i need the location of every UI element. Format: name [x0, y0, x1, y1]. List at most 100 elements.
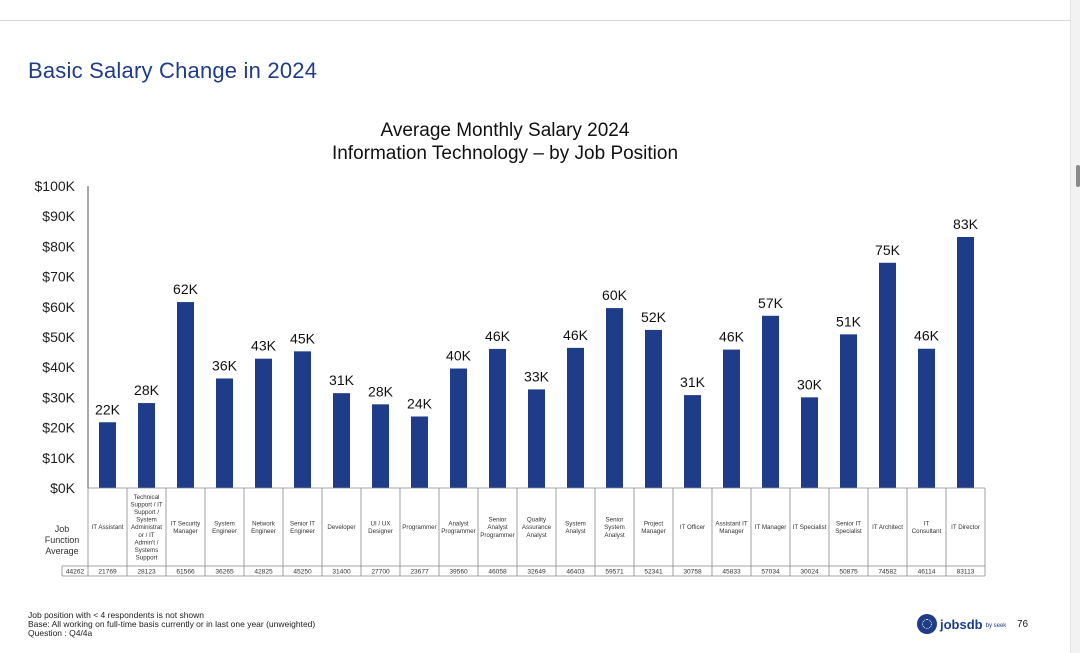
category-label: Assurance [522, 524, 552, 531]
bar-11 [489, 348, 506, 488]
y-tick-label: $40K [42, 359, 75, 375]
y-tick-label: $0K [50, 480, 76, 496]
page-number: 76 [1017, 619, 1029, 630]
category-label: Systems [135, 547, 159, 554]
table-value: 28123 [137, 569, 156, 576]
bar-18 [762, 315, 779, 488]
bar-17 [723, 349, 740, 488]
category-label: Analyst [448, 520, 469, 527]
bar-9 [411, 416, 428, 488]
bar-5 [255, 358, 272, 488]
bar-16 [684, 395, 701, 488]
category-label: System [214, 520, 235, 527]
bar-1 [99, 422, 116, 488]
salary-bar-chart: $0K $10K $20K $30K $40K $50K $60K $70K $80K $90K $… [35, 178, 986, 577]
scrollbar-thumb[interactable] [1076, 165, 1080, 187]
category-label: Administrat [131, 524, 162, 531]
average-value: 44262 [66, 569, 85, 576]
bar-data-label: 30K [797, 376, 823, 392]
bar-data-label: 31K [680, 374, 706, 390]
bar-3 [177, 302, 194, 488]
category-label: UI / UX [371, 520, 391, 527]
bar-data-label: 52K [641, 309, 667, 325]
category-label: Support / [134, 509, 159, 516]
bar-data-label: 33K [524, 368, 550, 384]
bar-7 [333, 393, 350, 488]
bar-data-label: 28K [134, 382, 160, 398]
table-value: 23677 [410, 569, 429, 576]
bar-data-label: 75K [875, 242, 901, 258]
bar-data-label: 46K [719, 329, 745, 345]
bar-data-label: 51K [836, 313, 862, 329]
footnote-question: Question : Q4/4a [28, 628, 93, 638]
table-value: 36265 [215, 569, 234, 576]
bar-data-label: 43K [251, 338, 277, 354]
category-label: Engineer [290, 528, 315, 535]
footnote-respondents: Job position with < 4 respondents is not… [28, 610, 205, 620]
table-value: 83113 [957, 569, 975, 576]
slide-title: Basic Salary Change in 2024 [28, 58, 318, 83]
category-label: Support / IT [130, 501, 163, 508]
bar-data-label: 36K [212, 357, 238, 373]
table-value: 46403 [566, 569, 585, 576]
chart-title: Average Monthly Salary 2024 [380, 120, 630, 141]
scrollbar-track[interactable] [1070, 0, 1080, 653]
row-label-line: Average [45, 546, 78, 556]
row-label-line: Job [55, 524, 70, 534]
category-label: Senior IT [290, 520, 315, 527]
table-value: 61566 [176, 569, 195, 576]
y-tick-label: $50K [42, 329, 75, 345]
bar-data-label: 40K [446, 348, 472, 364]
bar-13 [567, 347, 584, 488]
y-tick-label: $30K [42, 389, 75, 405]
table-value: 45833 [722, 569, 741, 576]
category-label: IT [924, 520, 930, 527]
table-value: 30024 [800, 569, 819, 576]
table-value: 74582 [878, 569, 897, 576]
category-label: Specialist [835, 528, 862, 535]
bar-data-label: 46K [914, 328, 940, 344]
bar-6 [294, 351, 311, 488]
category-label: Analyst [487, 524, 508, 531]
chart-subtitle: Information Technology – by Job Position [331, 143, 679, 164]
category-label: Consultant [912, 528, 942, 535]
category-label: Developer [327, 524, 355, 531]
bar-12 [528, 389, 545, 488]
bar-data-label: 57K [758, 295, 784, 311]
bar-data-label: 46K [563, 327, 589, 343]
bar-data-label: 46K [485, 328, 511, 344]
category-label: Senior IT [836, 520, 861, 527]
category-label: Technical [134, 494, 160, 501]
category-label: Admin't / [135, 539, 159, 546]
category-label: Analyst [526, 532, 547, 539]
category-label: Senior [489, 517, 507, 524]
bar-4 [216, 378, 233, 488]
bar-20 [840, 334, 857, 488]
table-value: 32649 [527, 569, 546, 576]
bar-data-label: 31K [329, 372, 355, 388]
category-label: Project [644, 520, 664, 527]
bar-2 [138, 403, 155, 488]
category-label: IT Officer [680, 524, 705, 531]
table-value: 42825 [254, 569, 273, 576]
y-tick-label: $20K [42, 420, 75, 436]
category-label: System [604, 524, 625, 531]
category-label: Programmer [402, 524, 436, 531]
category-label: Assistant IT [715, 520, 748, 527]
category-label: Manager [719, 528, 743, 535]
table-value: 59571 [605, 569, 624, 576]
category-label: or / IT [138, 532, 154, 539]
category-label: Manager [173, 528, 197, 535]
bar-data-label: 60K [602, 287, 628, 303]
category-label: Senior [606, 517, 624, 524]
table-value: 21769 [98, 569, 117, 576]
category-label: Quality [527, 517, 547, 524]
table-value: 46058 [488, 569, 507, 576]
category-label: IT Assistant [92, 524, 124, 531]
y-tick-label: $90K [42, 208, 75, 224]
bar-14 [606, 308, 623, 488]
bar-data-label: 28K [368, 383, 394, 399]
table-value: 52341 [644, 569, 663, 576]
bar-data-label: 24K [407, 395, 433, 411]
jobsdb-logo: jobsdb by seek [917, 614, 1006, 634]
